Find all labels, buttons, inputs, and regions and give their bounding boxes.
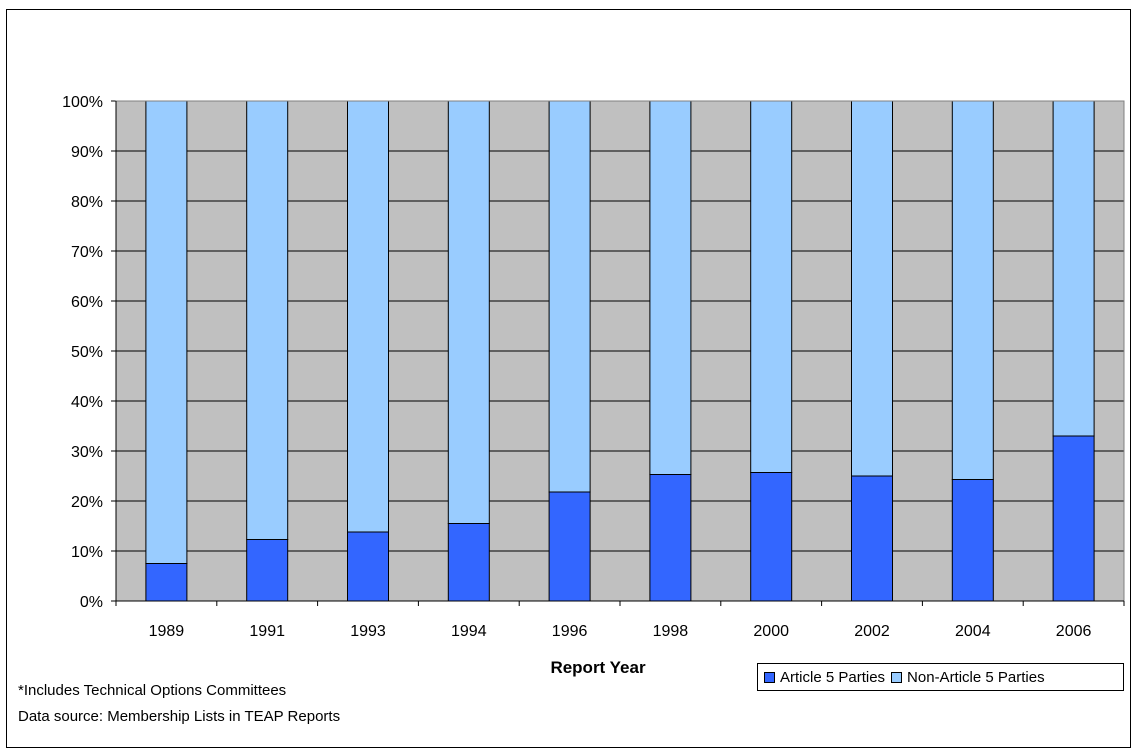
y-tick-label: 20%	[71, 494, 103, 511]
y-tick-label: 60%	[71, 294, 103, 311]
bar-segment-non-article5-1996	[548, 100, 591, 493]
y-tick-label: 70%	[71, 244, 103, 261]
y-tick-label: 50%	[71, 344, 103, 361]
bars	[145, 100, 1095, 602]
bar-segment-article5-2000	[750, 472, 793, 602]
bar-segment-non-article5-1994	[447, 100, 490, 524]
data-source-note: Data source: Membership Lists in TEAP Re…	[18, 708, 341, 725]
bar-segment-article5-2002	[851, 475, 893, 602]
x-tick-label: 2000	[753, 623, 789, 640]
y-tick-label: 80%	[71, 194, 103, 211]
bar-segment-non-article5-1998	[649, 100, 692, 475]
x-tick-label: 2002	[854, 623, 890, 640]
legend-label-non-article5: Non-Article 5 Parties	[907, 668, 1045, 686]
bar-segment-article5-1989	[145, 563, 188, 602]
axes: 0% 10% 20% 30% 40% 50% 60% 70% 80% 90% 100% 1989 199…	[62, 94, 1125, 640]
bar-segment-article5-2004	[951, 479, 994, 602]
y-tick-label: 90%	[71, 144, 103, 161]
x-tick-label: 1998	[653, 623, 689, 640]
bar-segment-article5-1998	[649, 474, 692, 602]
footnote-committees: *Includes Technical Options Committees	[18, 682, 287, 699]
bar-segment-non-article5-2002	[851, 100, 893, 477]
x-tick-label: 1994	[451, 623, 487, 640]
x-tick-label: 2006	[1056, 623, 1092, 640]
bar-segment-article5-1996	[548, 491, 591, 602]
legend-item-non-article5: Non-Article 5 Parties	[891, 669, 1045, 686]
bar-segment-non-article5-1989	[145, 100, 188, 564]
y-tick-label: 0%	[80, 594, 103, 611]
y-tick-label: 100%	[62, 94, 103, 111]
bar-segment-non-article5-2006	[1052, 100, 1095, 437]
bar-segment-non-article5-1991	[246, 100, 289, 540]
legend-swatch-non-article5	[891, 671, 903, 683]
bar-segment-non-article5-1993	[347, 100, 389, 533]
bar-segment-article5-1991	[246, 539, 289, 602]
bar-segment-non-article5-2004	[951, 100, 994, 480]
x-tick-label: 1993	[350, 623, 386, 640]
x-tick-label: 1991	[249, 623, 285, 640]
x-tick-label: 1996	[552, 623, 588, 640]
bar-segment-article5-1994	[447, 523, 490, 602]
x-tick-label: 1989	[149, 623, 185, 640]
legend: Article 5 Parties Non-Article 5 Parties	[757, 663, 1124, 691]
x-tick-label: 2004	[955, 623, 991, 640]
y-tick-label: 40%	[71, 394, 103, 411]
x-axis-title: Report Year	[550, 658, 646, 677]
bar-segment-article5-1993	[347, 531, 389, 602]
y-tick-label: 30%	[71, 444, 103, 461]
legend-swatch-article5	[764, 671, 775, 683]
legend-item-article5: Article 5 Parties	[764, 669, 885, 686]
y-tick-label: 10%	[71, 544, 103, 561]
bar-segment-non-article5-2000	[750, 100, 793, 473]
bar-segment-article5-2006	[1052, 435, 1095, 602]
legend-label-article5: Article 5 Parties	[780, 668, 886, 686]
